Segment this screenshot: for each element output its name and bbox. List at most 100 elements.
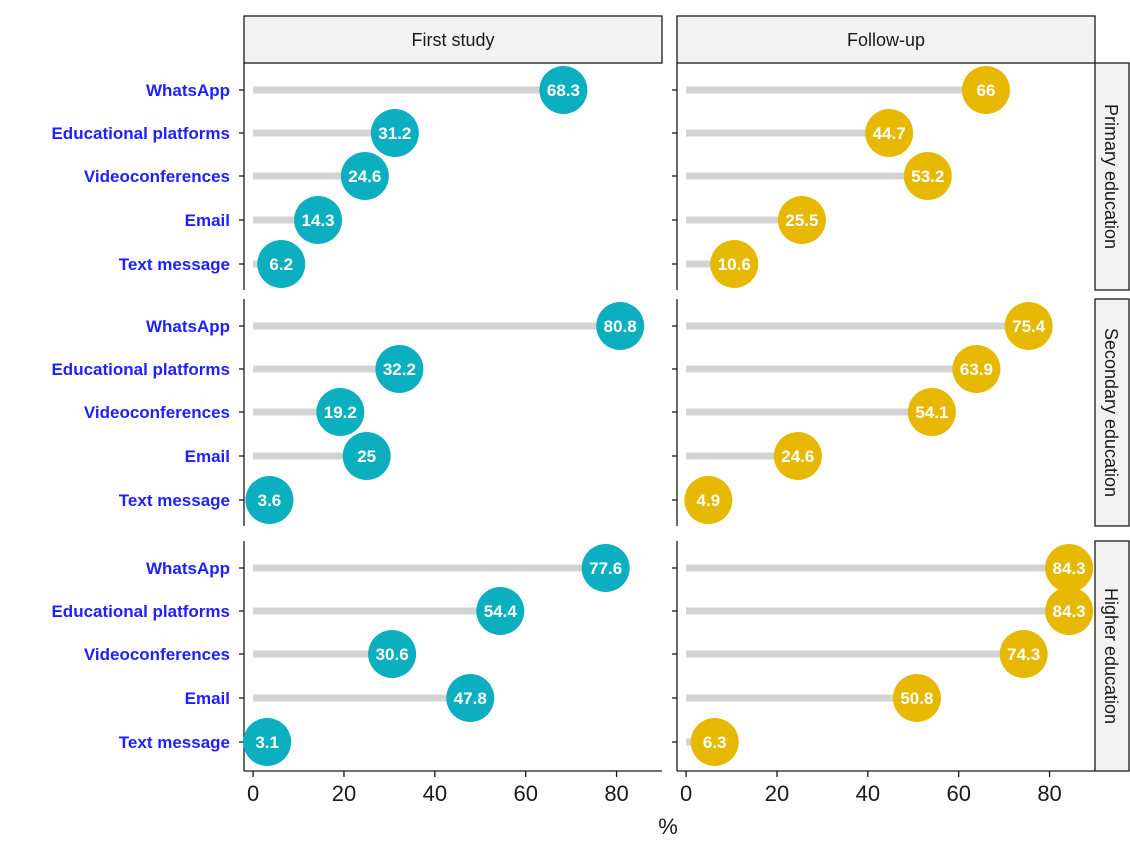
lollipop-dot bbox=[245, 476, 294, 524]
category-label-educational-platforms: Educational platforms bbox=[51, 360, 230, 379]
data-label: 14.3 bbox=[302, 211, 335, 230]
data-label: 47.8 bbox=[454, 689, 487, 708]
row-strip-primary-label: Primary education bbox=[1101, 104, 1121, 249]
chart-marks: WhatsApp 68.3 Educational platforms 31.2 Vid… bbox=[51, 63, 1095, 806]
data-label: 80.8 bbox=[604, 317, 637, 336]
lollipop-dot bbox=[865, 109, 914, 157]
data-label: 24.6 bbox=[348, 167, 381, 186]
column-strip-first-study-box bbox=[243, 15, 663, 64]
row-strip-secondary: Secondary education bbox=[1094, 298, 1130, 527]
category-label-videoconferences: Videoconferences bbox=[84, 167, 230, 186]
lollipop-dot bbox=[581, 544, 630, 592]
category-label-videoconferences: Videoconferences bbox=[84, 645, 230, 664]
lollipop-dot bbox=[907, 388, 956, 436]
lollipop-dot bbox=[1004, 302, 1053, 350]
category-label-educational-platforms: Educational platforms bbox=[51, 124, 230, 143]
data-label: 77.6 bbox=[589, 559, 622, 578]
data-label: 25.5 bbox=[785, 211, 818, 230]
row-strip-higher-label: Higher education bbox=[1101, 588, 1121, 724]
row-strip-higher-box bbox=[1094, 540, 1130, 772]
x-tick-label: 40 bbox=[856, 781, 880, 806]
lollipop-dot bbox=[446, 674, 495, 722]
lollipop-dot bbox=[952, 345, 1001, 393]
category-label-videoconferences: Videoconferences bbox=[84, 403, 230, 422]
lollipop-dot bbox=[370, 109, 419, 157]
x-tick-label: 60 bbox=[946, 781, 970, 806]
category-label-email: Email bbox=[185, 211, 230, 230]
data-label: 25 bbox=[357, 447, 376, 466]
lollipop-dot bbox=[903, 152, 952, 200]
row-strip-higher: Higher education bbox=[1094, 540, 1130, 772]
data-label: 66 bbox=[976, 81, 995, 100]
data-label: 6.2 bbox=[269, 255, 293, 274]
column-strip-follow-up: Follow-up bbox=[676, 15, 1096, 64]
category-label-text-message: Text message bbox=[119, 255, 230, 274]
data-label: 54.4 bbox=[484, 602, 518, 621]
data-label: 24.6 bbox=[781, 447, 814, 466]
row-strip-primary: Primary education bbox=[1094, 62, 1130, 291]
lollipop-dot bbox=[710, 240, 759, 288]
lollipop-dot bbox=[476, 587, 525, 635]
x-tick-label: 0 bbox=[680, 781, 692, 806]
x-tick-label: 0 bbox=[247, 781, 259, 806]
lollipop-dot bbox=[999, 630, 1048, 678]
column-strip-follow-up-box bbox=[676, 15, 1096, 64]
lollipop-dot bbox=[596, 302, 645, 350]
category-label-email: Email bbox=[185, 447, 230, 466]
lollipop-dot bbox=[777, 196, 826, 244]
x-tick-label: 40 bbox=[423, 781, 447, 806]
data-label: 6.3 bbox=[703, 733, 727, 752]
category-label-whatsapp: WhatsApp bbox=[146, 81, 230, 100]
row-strip-secondary-box bbox=[1094, 298, 1130, 527]
data-label: 31.2 bbox=[378, 124, 411, 143]
data-label: 54.1 bbox=[915, 403, 948, 422]
x-tick-label: 60 bbox=[513, 781, 537, 806]
category-label-whatsapp: WhatsApp bbox=[146, 559, 230, 578]
x-tick-label: 80 bbox=[1037, 781, 1061, 806]
lollipop-dot bbox=[243, 718, 292, 766]
data-label: 50.8 bbox=[900, 689, 933, 708]
data-label: 44.7 bbox=[873, 124, 906, 143]
lollipop-dot bbox=[316, 388, 365, 436]
lollipop-dot bbox=[961, 66, 1010, 114]
data-label: 19.2 bbox=[324, 403, 357, 422]
data-label: 75.4 bbox=[1012, 317, 1046, 336]
lollipop-dot bbox=[1045, 587, 1094, 635]
row-strip-secondary-label: Secondary education bbox=[1101, 328, 1121, 497]
lollipop-dot bbox=[368, 630, 417, 678]
data-label: 4.9 bbox=[697, 491, 721, 510]
data-label: 84.3 bbox=[1053, 602, 1086, 621]
lollipop-dot bbox=[690, 718, 739, 766]
column-strip-first-study: First study bbox=[243, 15, 663, 64]
column-strip-first-study-label: First study bbox=[411, 30, 494, 50]
lollipop-dot bbox=[342, 432, 391, 480]
data-label: 32.2 bbox=[383, 360, 416, 379]
x-tick-label: 20 bbox=[332, 781, 356, 806]
category-label-email: Email bbox=[185, 689, 230, 708]
lollipop-dot bbox=[1045, 544, 1094, 592]
x-axis-title: % bbox=[658, 814, 678, 839]
lollipop-dot bbox=[684, 476, 733, 524]
category-label-text-message: Text message bbox=[119, 491, 230, 510]
x-tick-label: 20 bbox=[765, 781, 789, 806]
row-strip-primary-box bbox=[1094, 62, 1130, 291]
data-label: 3.1 bbox=[255, 733, 279, 752]
lollipop-dot bbox=[773, 432, 822, 480]
lollipop-dot bbox=[340, 152, 389, 200]
data-label: 74.3 bbox=[1007, 645, 1040, 664]
column-strip-follow-up-label: Follow-up bbox=[847, 30, 925, 50]
lollipop-dot bbox=[539, 66, 588, 114]
category-label-text-message: Text message bbox=[119, 733, 230, 752]
data-label: 84.3 bbox=[1053, 559, 1086, 578]
data-label: 30.6 bbox=[376, 645, 409, 664]
lollipop-dot bbox=[257, 240, 306, 288]
x-tick-label: 80 bbox=[604, 781, 628, 806]
data-label: 3.6 bbox=[258, 491, 282, 510]
lollipop-dot bbox=[294, 196, 343, 244]
data-label: 63.9 bbox=[960, 360, 993, 379]
category-label-educational-platforms: Educational platforms bbox=[51, 602, 230, 621]
data-label: 10.6 bbox=[718, 255, 751, 274]
category-label-whatsapp: WhatsApp bbox=[146, 317, 230, 336]
data-label: 68.3 bbox=[547, 81, 580, 100]
